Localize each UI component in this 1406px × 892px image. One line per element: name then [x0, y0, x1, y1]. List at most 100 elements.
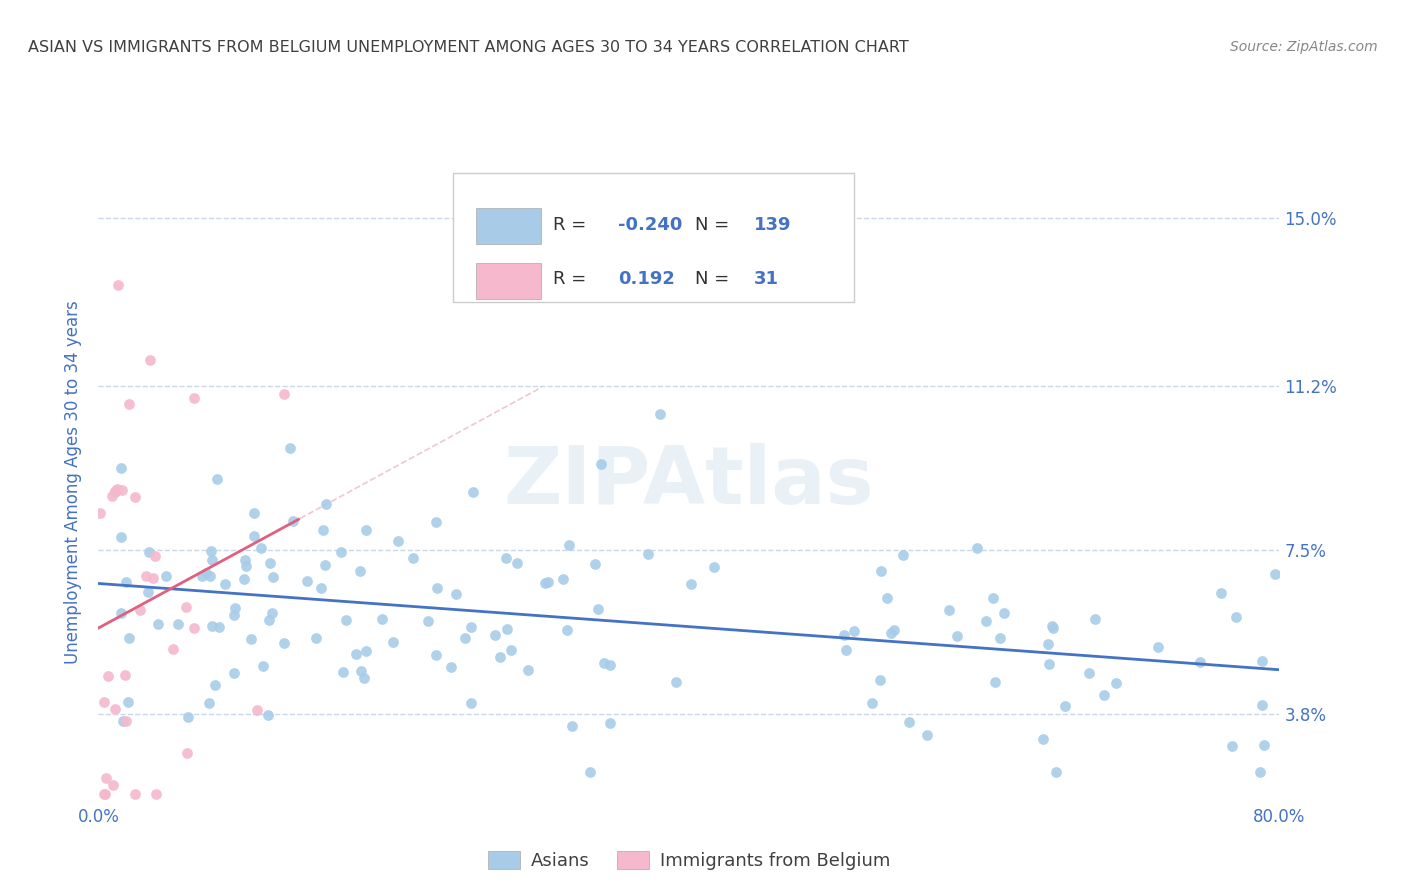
Point [1040, 619, 1063, 633]
Point [259, 557, 281, 571]
Point [243, 529, 266, 543]
Point [201, 619, 224, 633]
Point [1092, 688, 1115, 702]
Point [191, 569, 214, 583]
Point [1053, 699, 1076, 714]
Point [278, 441, 301, 455]
Point [309, 581, 332, 595]
Point [162, 642, 184, 657]
Point [349, 564, 371, 578]
Point [650, 407, 672, 421]
Point [155, 569, 177, 583]
Point [118, 397, 141, 411]
Point [114, 668, 136, 682]
Point [224, 666, 246, 681]
Point [586, 602, 609, 616]
Point [111, 714, 134, 728]
Point [993, 607, 1015, 621]
Point [533, 576, 555, 591]
Point [425, 515, 447, 529]
Point [1104, 676, 1126, 690]
Point [1042, 621, 1064, 635]
Point [101, 778, 124, 792]
Point [460, 696, 482, 710]
Point [1146, 640, 1168, 654]
Point [117, 695, 139, 709]
Point [124, 490, 146, 504]
Point [101, 489, 124, 503]
Point [974, 614, 997, 628]
Point [243, 506, 266, 520]
Point [1211, 586, 1233, 600]
Point [174, 600, 197, 615]
Point [496, 623, 519, 637]
Point [110, 607, 132, 621]
Point [114, 574, 136, 589]
Point [107, 277, 129, 292]
Y-axis label: Unemployment Among Ages 30 to 34 years: Unemployment Among Ages 30 to 34 years [63, 300, 82, 664]
Point [315, 497, 337, 511]
Point [1225, 610, 1247, 624]
Point [96, 772, 118, 786]
Point [94, 787, 117, 801]
Point [208, 620, 231, 634]
FancyBboxPatch shape [453, 173, 855, 301]
Point [869, 673, 891, 687]
Point [966, 541, 988, 555]
Point [555, 623, 578, 637]
Point [304, 631, 326, 645]
Point [295, 574, 318, 589]
Point [224, 600, 246, 615]
Point [551, 572, 574, 586]
Point [1189, 656, 1212, 670]
Point [273, 386, 295, 401]
Point [246, 703, 269, 717]
Point [204, 678, 226, 692]
Point [981, 591, 1004, 606]
Point [195, 566, 218, 581]
Text: N =: N = [695, 270, 735, 288]
Point [207, 471, 229, 485]
Point [637, 547, 659, 561]
Point [835, 642, 858, 657]
Text: ZIPAtlas: ZIPAtlas [503, 442, 875, 521]
Point [488, 649, 510, 664]
Point [235, 559, 257, 574]
Point [1250, 698, 1272, 713]
Point [988, 631, 1011, 645]
Text: 31: 31 [754, 270, 779, 288]
Point [260, 606, 283, 620]
Point [1249, 764, 1271, 779]
Point [1038, 657, 1060, 671]
Point [883, 623, 905, 637]
Point [463, 485, 485, 500]
Point [946, 629, 969, 643]
Point [501, 643, 523, 657]
Point [124, 787, 146, 801]
Point [252, 658, 274, 673]
Point [353, 671, 375, 685]
Point [460, 620, 482, 634]
Point [262, 570, 284, 584]
Point [832, 628, 855, 642]
Point [176, 746, 198, 760]
Point [115, 714, 138, 728]
Point [257, 707, 280, 722]
Point [103, 484, 125, 499]
Point [842, 624, 865, 638]
Point [983, 675, 1005, 690]
Point [1036, 637, 1059, 651]
Point [136, 584, 159, 599]
Point [418, 614, 440, 628]
Point [1084, 611, 1107, 625]
Point [426, 581, 449, 595]
FancyBboxPatch shape [477, 263, 541, 299]
Point [561, 719, 583, 733]
Point [1222, 739, 1244, 753]
Point [382, 635, 405, 649]
Point [402, 551, 425, 566]
Point [143, 549, 166, 563]
Point [356, 644, 378, 658]
Text: 139: 139 [754, 216, 792, 234]
Point [214, 577, 236, 591]
